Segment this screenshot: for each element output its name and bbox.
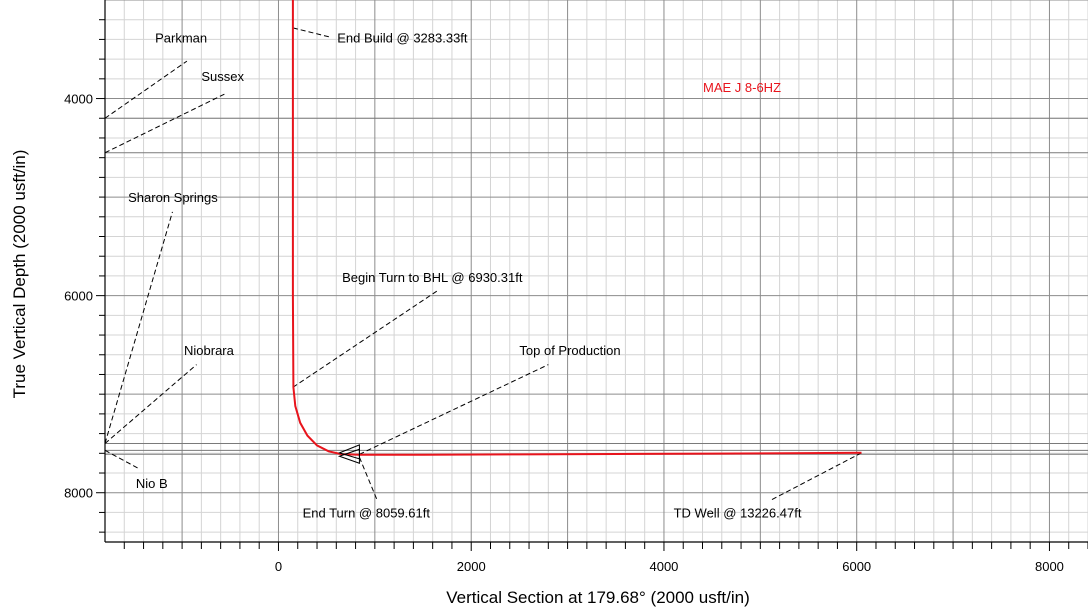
annotation-leader [359,364,549,455]
annotation-labels: Parkman Sussex Sharon Springs Niobrara Nio B… [128,30,802,520]
annotation-label: Niobrara [184,343,235,358]
annotation-label: Nio B [136,476,168,491]
x-tick-label: 6000 [842,559,871,574]
annotation-leader [292,290,438,388]
annotation-label: TD Well @ 13226.47ft [674,505,802,520]
x-axis-title: Vertical Section at 179.68° (2000 usft/i… [446,588,750,607]
annotation-leader [104,364,197,444]
y-axis-ticks: 4000 6000 8000 [64,19,105,533]
major-grid [105,0,1088,542]
formation-lines [105,117,1088,455]
annotation-leaders [104,27,862,502]
x-tick-label: 2000 [457,559,486,574]
annotation-leader [104,211,173,444]
annotation-leader [104,60,188,119]
end-turn-marker [337,448,360,464]
annotation-label: Parkman [155,30,207,45]
annotation-label: Top of Production [519,343,620,358]
annotation-label: Sussex [201,69,244,84]
y-tick-label: 6000 [64,289,93,304]
well-name-label: MAE J 8-6HZ [703,80,781,95]
well-path-series [291,0,862,456]
annotation-label: Sharon Springs [128,190,218,205]
annotation-label: End Turn @ 8059.61ft [303,505,431,520]
minor-grid [104,0,1088,542]
well-path-line [291,0,862,456]
y-tick-label: 8000 [64,486,93,501]
annotation-leader [104,449,140,470]
x-axis-ticks: 0 2000 4000 6000 8000 [123,542,1088,574]
marker-group [337,444,360,464]
annotation-leader [769,452,862,502]
x-tick-label: 0 [275,559,282,574]
x-tick-label: 8000 [1035,559,1064,574]
x-tick-label: 4000 [649,559,678,574]
y-tick-label: 4000 [64,92,93,107]
annotation-label: End Build @ 3283.33ft [337,30,468,45]
axes [104,0,1088,543]
annotation-label: Begin Turn to BHL @ 6930.31ft [342,270,523,285]
annotation-leader [292,27,332,38]
annotation-leader [104,93,226,154]
y-axis-title: True Vertical Depth (2000 usft/in) [10,150,29,399]
